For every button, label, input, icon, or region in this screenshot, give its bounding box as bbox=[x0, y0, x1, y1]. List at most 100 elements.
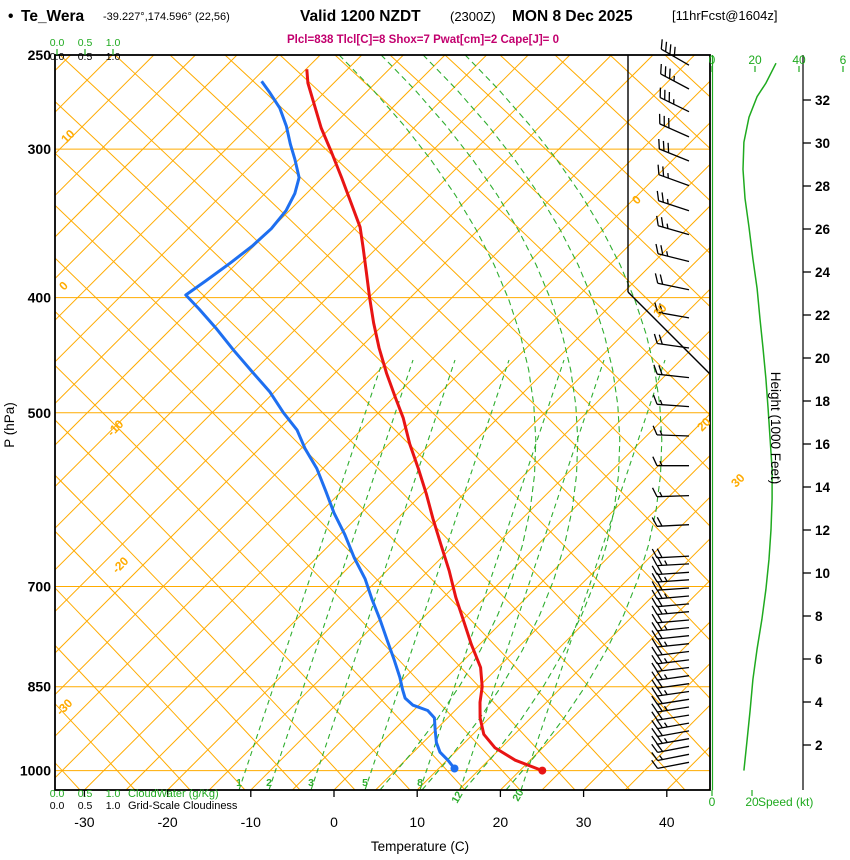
axis-ticks-and-labels-element: 32 bbox=[815, 93, 830, 108]
wind-barbs-column-element bbox=[655, 243, 659, 254]
axis-ticks-and-labels-element: 500 bbox=[28, 405, 52, 421]
wind-barbs-column-element bbox=[659, 755, 664, 760]
skewt-grid-orange-element bbox=[609, 55, 710, 150]
axis-ticks-and-labels-element: 1.0 bbox=[106, 788, 121, 800]
wind-barbs-column-element bbox=[659, 148, 690, 162]
axis-ticks-and-labels-element: 26 bbox=[815, 222, 831, 237]
wind-barbs-column-element bbox=[657, 164, 660, 175]
skewt-grid-orange-element bbox=[55, 55, 695, 696]
wind-barbs-column-element bbox=[656, 629, 663, 639]
mixing-ratio-and-moist-adiabat-lines-element bbox=[422, 55, 621, 790]
axis-ticks-and-labels-element: 400 bbox=[28, 290, 52, 306]
axis-ticks-and-labels-element: 6 bbox=[815, 652, 823, 667]
wind-barbs-column-element bbox=[664, 41, 668, 52]
skewt-grid-orange-element bbox=[55, 80, 710, 737]
valid-zulu: (2300Z) bbox=[450, 9, 496, 24]
wind-barbs-column-element bbox=[656, 702, 663, 712]
forecast-tag: [11hrFcst@1604z] bbox=[672, 8, 777, 23]
skewt-grid-orange-element bbox=[55, 530, 301, 790]
skewt-grid-orange-element bbox=[55, 55, 487, 488]
axis-ticks-and-labels-element: 20 bbox=[815, 351, 830, 366]
axis-ticks-and-labels-element: -10 bbox=[104, 417, 126, 439]
skewt-grid-orange-element bbox=[55, 474, 356, 790]
axis-ticks-and-labels-element: 300 bbox=[28, 141, 52, 157]
wind-barbs-column-element bbox=[657, 745, 690, 754]
wind-barbs-column-element bbox=[657, 683, 690, 689]
skewt-grid-orange-element bbox=[55, 257, 576, 790]
mixing-ratio-and-moist-adiabat-lines-element bbox=[268, 359, 414, 790]
plot-frame-element bbox=[54, 54, 711, 791]
skewt-grid-orange-element bbox=[375, 454, 710, 790]
wind-barbs-column-element bbox=[652, 456, 658, 466]
wind-barbs-column-element bbox=[660, 39, 663, 50]
wind-barbs-column-element bbox=[656, 694, 663, 704]
wind-barbs-column-element bbox=[661, 192, 664, 203]
axis-ticks-and-labels-element: 0.5 bbox=[78, 37, 93, 49]
wind-barbs-column-element bbox=[657, 619, 690, 624]
wind-barbs-column-element bbox=[651, 548, 658, 559]
wind-barbs-column-element bbox=[657, 690, 690, 697]
wind-barbs-column-element bbox=[657, 611, 690, 616]
wind-barbs-column-element bbox=[651, 662, 658, 672]
axis-ticks-and-labels-element: 30 bbox=[576, 814, 592, 830]
wind-barbs-column-element bbox=[658, 138, 660, 150]
wind-barbs-column-element bbox=[663, 641, 668, 647]
wind-barbs-column-element bbox=[651, 671, 658, 681]
wind-barbs-column-element bbox=[651, 720, 659, 729]
wind-barbs-column-element bbox=[651, 759, 659, 769]
skewt-grid-orange-element bbox=[55, 204, 631, 790]
wind-barbs-column-element bbox=[656, 743, 664, 752]
wind-barbs-column-element bbox=[651, 727, 659, 737]
wind-barbs-column-element bbox=[656, 494, 690, 498]
wind-barbs-column-element bbox=[657, 738, 690, 745]
wind-barbs-column-element bbox=[656, 563, 690, 567]
temperature-axis-label: Temperature (C) bbox=[371, 839, 469, 854]
wind-barbs-column-element bbox=[662, 140, 665, 151]
sounding-curves bbox=[184, 69, 547, 775]
wind-barbs-column-element bbox=[668, 68, 671, 79]
wind-barbs-column-element bbox=[657, 626, 690, 632]
skewt-grid-orange-element bbox=[333, 413, 710, 790]
skewt-grid-orange-element bbox=[55, 55, 529, 529]
skewt-grid-orange-element bbox=[55, 55, 363, 363]
skewt-grid-orange-element bbox=[167, 246, 710, 790]
axis-ticks-and-labels-element: 4 bbox=[815, 695, 823, 710]
skewt-grid-orange-element bbox=[55, 55, 654, 654]
wind-barbs-column-element bbox=[651, 589, 658, 600]
axis-ticks-and-labels-element: 1.0 bbox=[106, 37, 121, 49]
wind-barbs-column-element bbox=[657, 342, 690, 349]
wind-barbs-column-element bbox=[659, 430, 663, 436]
wind-barbs-column-element bbox=[651, 613, 658, 624]
wind-barbs-column-element bbox=[651, 517, 658, 527]
wind-barbs-column-element bbox=[656, 589, 663, 599]
wind-barbs-column-element bbox=[656, 621, 663, 631]
wind-barbs-column-element bbox=[660, 63, 662, 74]
wind-barbs-column-element bbox=[657, 730, 690, 738]
wind-barbs-column-element bbox=[663, 674, 668, 680]
wind-barbs-column-element bbox=[659, 460, 663, 466]
wind-barbs-column-element bbox=[662, 166, 665, 177]
wind-barbs-column-element bbox=[653, 364, 658, 375]
wind-barbs-column-element bbox=[651, 752, 659, 761]
skewt-grid-orange-element bbox=[55, 55, 238, 238]
wind-barbs-column-element bbox=[656, 434, 690, 437]
wind-barbs-column-element bbox=[657, 282, 690, 291]
station-name: Te_Wera bbox=[21, 8, 85, 25]
axis-ticks-and-labels-element: 0.0 bbox=[50, 788, 65, 800]
axis-ticks-and-labels-element: 20 bbox=[748, 53, 762, 67]
wind-barbs-column-element bbox=[658, 334, 663, 345]
wind-barbs-column-element bbox=[656, 215, 659, 226]
axis-ticks-and-labels-element: 0 bbox=[330, 814, 338, 830]
mixing-ratio-and-moist-adiabat-lines-element bbox=[310, 359, 456, 790]
wind-barbs-column-element bbox=[656, 605, 663, 615]
mixing-ratio-and-moist-adiabat-lines bbox=[238, 55, 666, 790]
axis-ticks-and-labels-element: 20 bbox=[510, 787, 526, 803]
wind-barbs-column-element bbox=[651, 487, 658, 497]
axis-ticks-and-labels-element: 10 bbox=[815, 566, 830, 581]
wind-barbs-column-element bbox=[657, 761, 690, 770]
skewt-grid-orange-element bbox=[583, 662, 710, 790]
wind-barbs-column-element bbox=[659, 491, 663, 497]
wind-barbs-column-element bbox=[664, 593, 668, 599]
axis-ticks-and-labels-element: 20 bbox=[745, 795, 759, 809]
